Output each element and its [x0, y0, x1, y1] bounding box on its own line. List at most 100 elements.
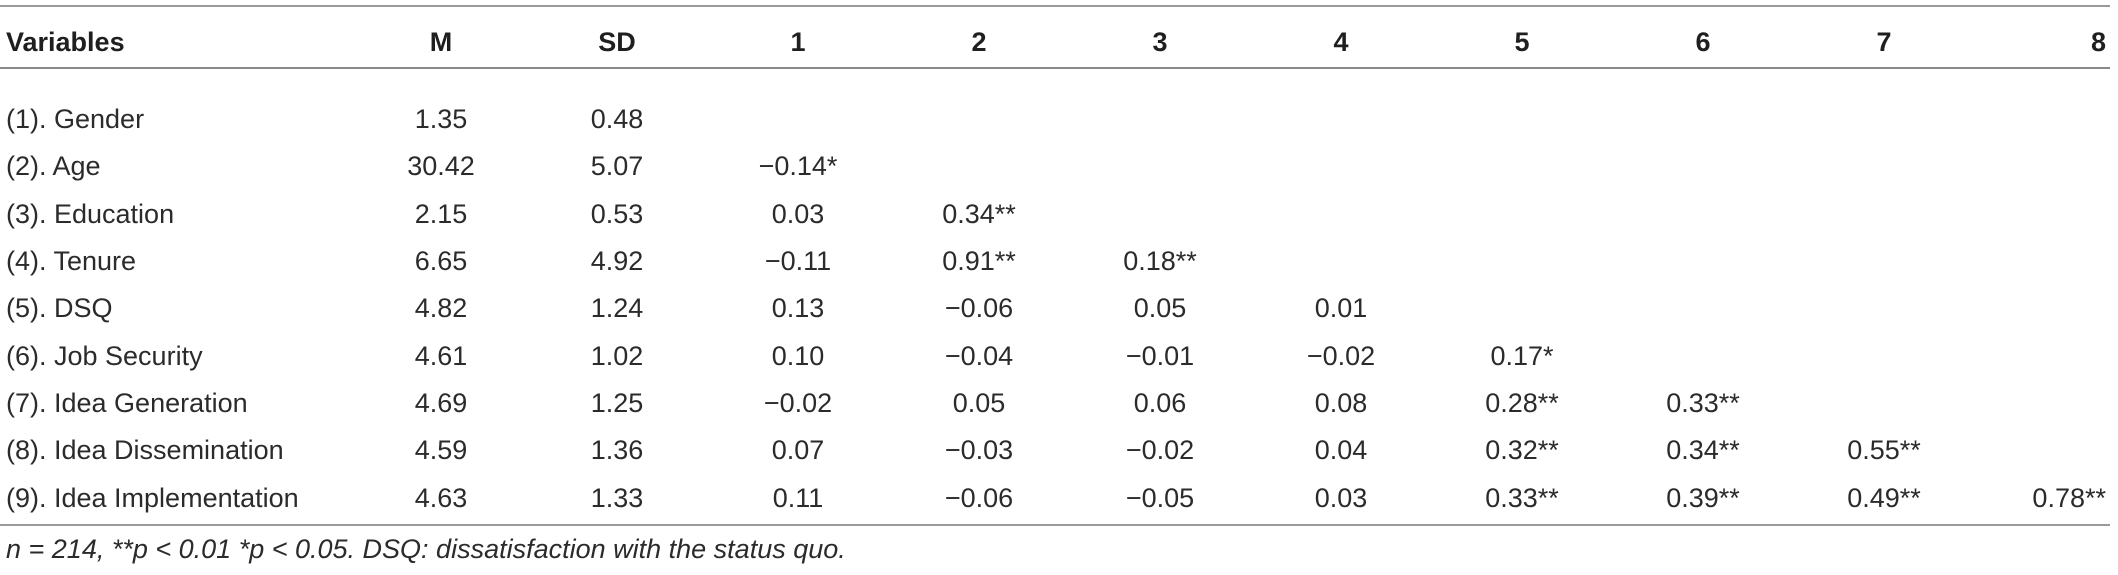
value-cell: 1.35 — [414, 104, 468, 135]
value-cell: 0.33** — [1666, 387, 1740, 418]
value-cell: 0.32** — [1485, 435, 1559, 466]
value-cell — [1794, 380, 1974, 427]
value-cell — [1612, 191, 1794, 238]
value-cell: 0.53 — [590, 198, 644, 229]
variable-name-cell: (4). Tenure — [6, 246, 137, 277]
value-cell: 0.39** — [1666, 482, 1740, 513]
value-cell — [1432, 191, 1612, 238]
table-row: (7). Idea Generation 4.69 1.25 −0.02 0.05 0.0… — [0, 380, 2110, 427]
table-bottom-rule — [0, 524, 2110, 526]
value-cell: 0.34** — [1666, 435, 1740, 466]
value-cell: 1.36 — [590, 435, 644, 466]
value-cell — [1974, 380, 2110, 427]
variable-name-cell: (3). Education — [6, 198, 175, 229]
table-row: (6). Job Security 4.61 1.02 0.10 −0.04 −0.01 −… — [0, 332, 2110, 379]
value-cell: 1.02 — [590, 340, 644, 371]
value-cell — [1612, 143, 1794, 190]
column-header-5: 5 — [1514, 26, 1530, 57]
value-cell: 1.25 — [590, 387, 644, 418]
column-header-6: 6 — [1695, 26, 1711, 57]
value-cell — [1070, 191, 1250, 238]
table-row: (8). Idea Dissemination 4.59 1.36 0.07 −0.03… — [0, 427, 2110, 474]
value-cell — [1432, 82, 1612, 143]
value-cell — [1974, 191, 2110, 238]
value-cell — [1432, 285, 1612, 332]
value-cell: 0.49** — [1847, 482, 1921, 513]
value-cell: 0.48 — [590, 104, 644, 135]
value-cell: 0.28** — [1485, 387, 1559, 418]
value-cell — [1974, 143, 2110, 190]
table-footnote: n = 214, **p < 0.01 *p < 0.05. DSQ: diss… — [6, 534, 846, 564]
value-cell: 0.34** — [942, 198, 1016, 229]
value-cell — [1794, 285, 1974, 332]
value-cell — [1794, 238, 1974, 285]
value-cell: 0.11 — [772, 482, 824, 513]
value-cell — [1794, 82, 1974, 143]
variable-name-cell: (5). DSQ — [6, 293, 113, 324]
value-cell: −0.14* — [758, 151, 838, 182]
value-cell — [1974, 238, 2110, 285]
value-cell: −0.02 — [1306, 340, 1376, 371]
value-cell: −0.02 — [763, 387, 833, 418]
value-cell — [1612, 82, 1794, 143]
value-cell: 0.55** — [1847, 435, 1921, 466]
value-cell: 1.33 — [590, 482, 644, 513]
column-header-8: 8 — [2090, 26, 2106, 57]
value-cell: 5.07 — [590, 151, 644, 182]
column-header-sd: SD — [598, 26, 636, 57]
value-cell: 0.18** — [1123, 246, 1197, 277]
value-cell — [1974, 427, 2110, 474]
value-cell — [1794, 191, 1974, 238]
variable-name-cell: (6). Job Security — [6, 340, 203, 371]
column-header-3: 3 — [1152, 26, 1168, 57]
value-cell — [1612, 238, 1794, 285]
value-cell: 0.06 — [1133, 387, 1187, 418]
table-row: (1). Gender 1.35 0.48 — [0, 82, 2110, 143]
column-header-7: 7 — [1876, 26, 1892, 57]
value-cell: −0.03 — [944, 435, 1014, 466]
table-row: (2). Age 30.42 5.07 −0.14* — [0, 143, 2110, 190]
value-cell — [1432, 238, 1612, 285]
value-cell — [1974, 82, 2110, 143]
value-cell: 0.01 — [1314, 293, 1368, 324]
value-cell — [888, 82, 1070, 143]
column-header-1: 1 — [790, 26, 806, 57]
table-row: (5). DSQ 4.82 1.24 0.13 −0.06 0.05 0.01 — [0, 285, 2110, 332]
value-cell — [1250, 82, 1432, 143]
value-cell: −0.06 — [944, 293, 1014, 324]
value-cell: 6.65 — [414, 246, 468, 277]
variable-name-cell: (9). Idea Implementation — [6, 482, 299, 513]
value-cell: 0.05 — [1133, 293, 1187, 324]
value-cell: 0.03 — [1314, 482, 1368, 513]
value-cell: −0.05 — [1125, 482, 1195, 513]
variable-name-cell: (8). Idea Dissemination — [6, 435, 284, 466]
value-cell: 0.33** — [1485, 482, 1559, 513]
variable-name-cell: (7). Idea Generation — [6, 387, 248, 418]
value-cell: 4.61 — [414, 340, 468, 371]
value-cell — [1794, 332, 1974, 379]
table-row: (3). Education 2.15 0.53 0.03 0.34** — [0, 191, 2110, 238]
table-body: (1). Gender 1.35 0.48 (2). Age 30.42 5.07 −0.1… — [0, 82, 2110, 522]
value-cell: 4.92 — [590, 246, 644, 277]
table-top-rule — [0, 5, 2110, 7]
value-cell: 2.15 — [414, 198, 468, 229]
variable-name-cell: (1). Gender — [6, 104, 145, 135]
variable-name-cell: (2). Age — [6, 151, 101, 182]
column-header-m: M — [429, 26, 453, 57]
value-cell: 0.04 — [1314, 435, 1368, 466]
table-row: (4). Tenure 6.65 4.92 −0.11 0.91** 0.18** — [0, 238, 2110, 285]
value-cell: 0.13 — [771, 293, 825, 324]
value-cell: −0.01 — [1125, 340, 1195, 371]
value-cell: 0.91** — [942, 246, 1016, 277]
value-cell: 0.05 — [952, 387, 1006, 418]
column-header-4: 4 — [1333, 26, 1349, 57]
table-row: (9). Idea Implementation 4.63 1.33 0.11 −0.0… — [0, 474, 2110, 521]
value-cell: 0.17* — [1490, 340, 1554, 371]
value-cell — [1974, 332, 2110, 379]
value-cell: 0.07 — [771, 435, 825, 466]
column-header-2: 2 — [971, 26, 987, 57]
column-header-variables: Variables — [6, 26, 125, 57]
value-cell — [1612, 332, 1794, 379]
correlation-table: Variables M SD 1 2 3 4 5 6 7 8 (1). Gender 1.35 0.48… — [0, 26, 2110, 522]
value-cell: −0.02 — [1125, 435, 1195, 466]
